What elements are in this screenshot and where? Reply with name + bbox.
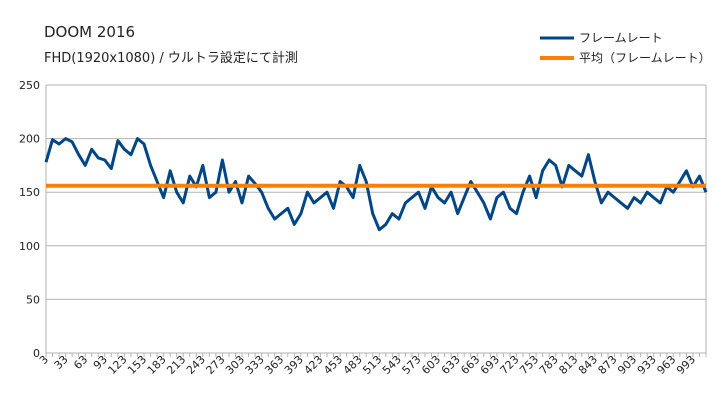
x-tick-label: 693 <box>478 353 502 377</box>
x-tick-label: 393 <box>282 353 306 377</box>
chart-subtitle: FHD(1920x1080) / ウルトラ設定にて計測 <box>44 50 298 66</box>
x-tick-label: 483 <box>341 353 365 377</box>
x-tick-label: 423 <box>302 353 326 377</box>
series-layer <box>44 137 708 232</box>
x-tick-label: 663 <box>458 353 482 377</box>
y-tick-label: 150 <box>19 186 40 199</box>
x-tick-label: 153 <box>125 353 149 377</box>
x-tick-label: 273 <box>204 353 228 377</box>
x-tick-label: 813 <box>556 353 580 377</box>
y-tick-label: 0 <box>33 347 40 360</box>
legend-label: フレームレート <box>579 31 663 45</box>
x-tick-label: 993 <box>674 353 698 377</box>
y-tick-label: 200 <box>19 133 40 146</box>
x-tick-label: 63 <box>71 353 90 372</box>
x-tick-label: 783 <box>537 353 561 377</box>
legend-label: 平均（フレームレート） <box>579 51 711 65</box>
x-tick-label: 123 <box>105 353 129 377</box>
y-tick-label: 50 <box>26 293 40 306</box>
x-tick-label: 963 <box>654 353 678 377</box>
x-tick-label: 303 <box>223 353 247 377</box>
x-tick-label: 243 <box>184 353 208 377</box>
x-tick-label: 33 <box>52 353 71 372</box>
x-tick-label: 933 <box>635 353 659 377</box>
x-tick-label: 873 <box>596 353 620 377</box>
x-tick-label: 843 <box>576 353 600 377</box>
chart-title: DOOM 2016 <box>44 23 135 41</box>
y-tick-label: 250 <box>19 79 40 92</box>
x-tick-label: 603 <box>419 353 443 377</box>
y-tick-label: 100 <box>19 240 40 253</box>
x-tick-label: 213 <box>164 353 188 377</box>
x-tick-label: 363 <box>262 353 286 377</box>
x-tick-label: 753 <box>517 353 541 377</box>
x-tick-label: 333 <box>243 353 267 377</box>
x-tick-label: 543 <box>380 353 404 377</box>
x-tick-label: 903 <box>615 353 639 377</box>
grid-layer <box>46 84 706 354</box>
x-tick-label: 633 <box>439 353 463 377</box>
x-tick-label: 183 <box>145 353 169 377</box>
x-tick-label: 723 <box>498 353 522 377</box>
x-tick-label: 513 <box>360 353 384 377</box>
x-tick-label: 453 <box>321 353 345 377</box>
x-tick-label: 3 <box>37 353 51 367</box>
x-tick-label: 573 <box>400 353 424 377</box>
